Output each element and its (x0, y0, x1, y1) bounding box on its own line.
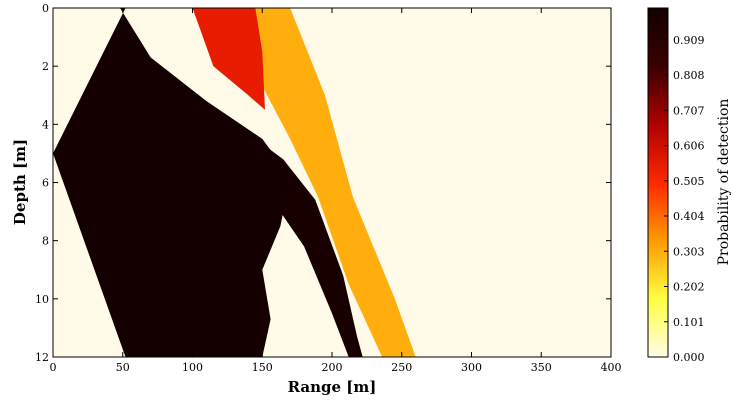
x-tick-label: 0 (50, 361, 57, 374)
y-tick-label: 8 (42, 235, 49, 248)
y-tick-label: 4 (42, 118, 49, 131)
colorbar-tick-label: 0.000 (673, 351, 705, 364)
x-tick-label: 50 (116, 361, 130, 374)
x-tick-label: 200 (322, 361, 343, 374)
x-tick-label: 100 (182, 361, 203, 374)
y-tick-label: 12 (35, 351, 49, 364)
colorbar-tick-label: 0.101 (673, 316, 705, 329)
heatmap-region (192, 8, 265, 110)
x-tick-label: 350 (531, 361, 552, 374)
x-tick-label: 400 (601, 361, 622, 374)
colorbar-tick-label: 0.606 (673, 140, 705, 153)
colorbar-tick-label: 0.505 (673, 175, 705, 188)
y-tick-label: 6 (42, 177, 49, 190)
colorbar-tick-label: 0.808 (673, 69, 705, 82)
colorbar-tick-label: 0.404 (673, 210, 705, 223)
colorbar-tick-label: 0.909 (673, 34, 705, 47)
colorbar-tick-label: 0.707 (673, 104, 705, 117)
x-tick-label: 250 (391, 361, 412, 374)
colorbar-title: Probability of detection (716, 99, 732, 266)
colorbar (647, 7, 669, 358)
colorbar-tick-label: 0.303 (673, 245, 705, 258)
x-axis-title: Range [m] (288, 378, 377, 396)
y-tick-label: 10 (35, 293, 49, 306)
x-tick-label: 150 (252, 361, 273, 374)
heatmap-region (234, 8, 416, 357)
colorbar-tick-label: 0.202 (673, 281, 705, 294)
x-tick-label: 300 (461, 361, 482, 374)
y-tick-label: 2 (42, 60, 49, 73)
heatmap-region (53, 8, 291, 357)
y-tick-label: 0 (42, 2, 49, 15)
y-axis-title: Depth [m] (11, 139, 29, 225)
